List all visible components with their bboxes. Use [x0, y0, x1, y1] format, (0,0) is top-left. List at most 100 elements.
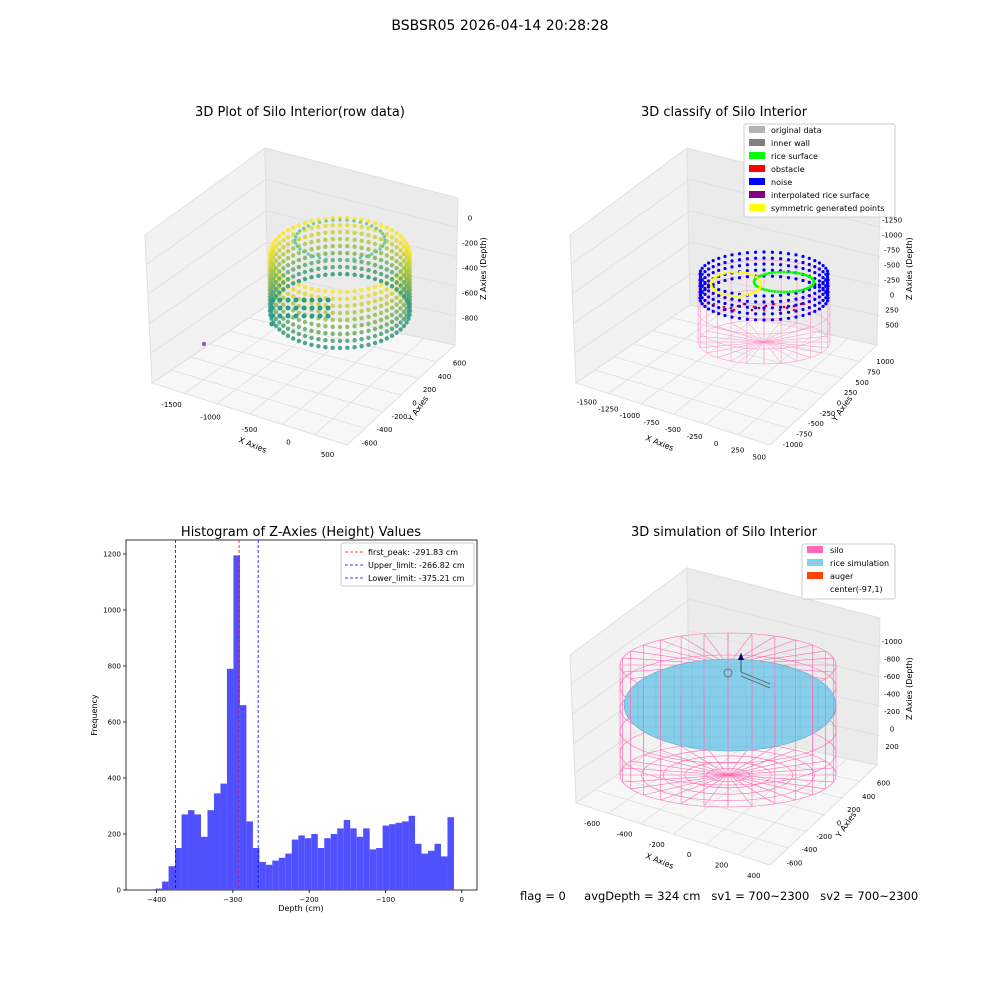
data-point	[358, 256, 362, 260]
data-point	[394, 245, 399, 250]
data-point	[776, 290, 780, 294]
data-point	[723, 266, 727, 271]
data-point	[717, 312, 721, 316]
data-point	[378, 324, 384, 330]
data-point	[786, 252, 791, 256]
z-tick-label: -500	[884, 262, 900, 270]
x-tick-label: -1250	[598, 405, 618, 413]
data-point	[389, 305, 395, 310]
histogram-bar	[447, 817, 454, 890]
histogram-bar	[285, 853, 292, 890]
y-tick-label: -750	[796, 431, 812, 439]
data-point	[281, 330, 286, 335]
x-tick-label: 0	[714, 440, 718, 448]
data-point	[723, 301, 727, 306]
data-point	[406, 259, 411, 264]
data-point	[345, 324, 350, 329]
x-tick-label: 500	[753, 454, 766, 462]
legend-swatch	[749, 178, 765, 185]
data-point	[717, 294, 721, 298]
data-point	[372, 298, 378, 304]
data-point	[302, 319, 308, 325]
data-point	[352, 289, 357, 294]
data-point	[372, 220, 378, 226]
data-point	[398, 248, 403, 253]
x-tick-label: -500	[665, 426, 681, 434]
data-point	[271, 290, 276, 295]
data-point	[389, 319, 395, 324]
data-point	[293, 238, 297, 242]
data-point	[372, 340, 378, 346]
data-point	[381, 232, 385, 236]
data-point	[398, 262, 403, 267]
histogram-bar	[337, 828, 344, 890]
x-tick-label: −200	[300, 896, 319, 904]
data-point	[291, 287, 296, 292]
data-point	[743, 302, 747, 306]
data-point	[817, 307, 822, 311]
data-point	[762, 256, 766, 260]
data-point	[281, 323, 286, 328]
data-point	[757, 306, 761, 310]
data-point	[309, 286, 314, 291]
data-point	[330, 296, 335, 301]
x-tick-label: 250	[731, 447, 744, 455]
data-point	[294, 235, 298, 239]
data-point	[269, 321, 275, 327]
data-point	[337, 345, 343, 351]
data-point	[345, 223, 350, 228]
data-point	[824, 278, 828, 282]
data-point	[330, 289, 335, 294]
data-point	[745, 257, 750, 261]
data-point	[406, 294, 411, 299]
data-point	[309, 247, 314, 252]
data-point	[770, 250, 775, 254]
data-point	[366, 342, 371, 347]
data-point	[401, 265, 407, 271]
data-point	[316, 259, 321, 264]
histogram-bar	[311, 834, 318, 890]
status-line: flag = 0 avgDepth = 324 cm sv1 = 700~230…	[520, 889, 918, 903]
data-point	[794, 259, 798, 263]
data-point	[821, 276, 825, 280]
data-point	[302, 262, 308, 268]
data-point	[394, 266, 399, 271]
data-point	[352, 230, 357, 235]
data-point	[302, 269, 308, 275]
histogram-bar	[389, 824, 396, 890]
data-point	[384, 267, 389, 272]
data-point	[323, 272, 328, 277]
data-point	[821, 288, 825, 292]
data-point	[271, 255, 276, 260]
data-point	[311, 222, 316, 226]
data-point	[799, 302, 803, 306]
data-point	[389, 270, 395, 275]
data-point	[281, 295, 286, 300]
data-point	[742, 271, 746, 274]
data-point	[779, 290, 783, 294]
data-point	[302, 326, 308, 332]
z-tick-label: -200	[884, 708, 900, 716]
histogram-bar	[272, 860, 279, 890]
data-point	[730, 315, 734, 319]
data-point	[754, 256, 758, 260]
data-point	[316, 288, 321, 293]
data-point	[277, 276, 282, 281]
data-point	[352, 219, 356, 223]
data-point	[794, 315, 798, 319]
data-point	[323, 338, 328, 343]
data-point	[711, 291, 715, 295]
data-point	[273, 258, 279, 264]
data-point	[401, 244, 407, 250]
legend: silo rice simulation auger center(-97,1)	[801, 543, 896, 600]
data-point	[337, 289, 343, 295]
data-point	[345, 258, 349, 262]
data-point	[318, 256, 322, 260]
data-point	[794, 253, 798, 257]
data-point	[404, 276, 409, 281]
data-point	[719, 272, 723, 276]
data-point	[797, 289, 801, 293]
data-point	[294, 241, 298, 245]
data-point	[762, 273, 766, 276]
data-point	[324, 219, 328, 223]
